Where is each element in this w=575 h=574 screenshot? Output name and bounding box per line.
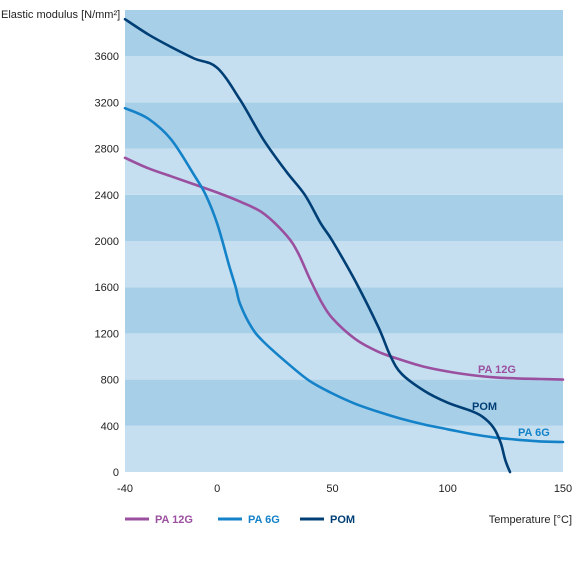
series-inline-labels: PA 12G POM PA 6G: [472, 364, 550, 439]
x-tick-label: 0: [214, 483, 220, 495]
plot-band: [125, 333, 563, 380]
series-line-pom: [123, 17, 512, 474]
series-label-pa-6g: PA 6G: [518, 427, 550, 439]
x-axis-ticks: -40 0 50 100 150: [117, 483, 572, 495]
y-axis-title: Elastic modulus [N/mm²]: [1, 9, 120, 21]
y-tick-label: 3600: [95, 51, 119, 63]
y-tick-label: 1200: [95, 328, 119, 340]
y-tick-label: 2800: [95, 144, 119, 156]
y-tick-label: 2400: [95, 190, 119, 202]
series-line-pa-12g: [123, 156, 565, 381]
y-tick-label: 2000: [95, 236, 119, 248]
plot-band: [125, 425, 563, 472]
plot-band: [125, 194, 563, 241]
series-line-pa-6g: [123, 106, 565, 444]
legend-label-pom: POM: [330, 514, 355, 526]
y-tick-label: 400: [101, 421, 119, 433]
x-tick-label: -40: [117, 483, 133, 495]
series-label-pom: POM: [472, 401, 497, 413]
y-tick-label: 800: [101, 375, 119, 387]
y-tick-label: 0: [113, 467, 119, 479]
x-tick-label: 50: [326, 483, 338, 495]
legend-label-pa-12g: PA 12G: [155, 514, 193, 526]
plot-band: [125, 379, 563, 426]
x-tick-label: 150: [554, 483, 572, 495]
series-label-pa-12g: PA 12G: [478, 364, 516, 376]
plot-band: [125, 287, 563, 334]
y-tick-label: 3200: [95, 97, 119, 109]
series-lines: [123, 17, 565, 474]
plot-band: [125, 56, 563, 103]
y-tick-label: 1600: [95, 282, 119, 294]
y-axis-ticks: 0 400 800 1200 1600 2000 2400 2800 3200 3600: [95, 51, 119, 479]
plot-band: [125, 241, 563, 288]
x-axis-title: Temperature [°C]: [489, 514, 572, 526]
x-tick-label: 100: [439, 483, 457, 495]
plot-background-bands: [125, 10, 563, 472]
plot-band: [125, 102, 563, 149]
legend: PA 12G PA 6G POM: [125, 514, 355, 526]
plot-band: [125, 10, 563, 57]
legend-label-pa-6g: PA 6G: [248, 514, 280, 526]
